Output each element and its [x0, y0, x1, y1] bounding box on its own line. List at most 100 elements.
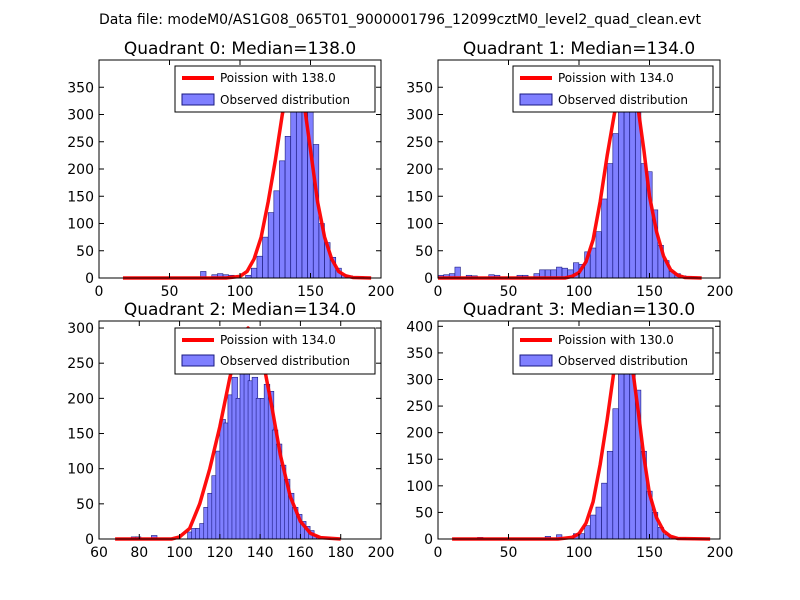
- y-tick-label: 0: [85, 532, 94, 548]
- histogram-bar: [589, 514, 597, 540]
- histogram-bar: [612, 408, 619, 540]
- histogram-bar: [273, 190, 280, 279]
- y-tick-label: 0: [424, 532, 433, 548]
- x-tick-label: 200: [368, 545, 395, 561]
- histogram-bar: [640, 163, 647, 279]
- x-tick-label: 180: [327, 545, 354, 561]
- histogram-bar: [290, 97, 297, 279]
- y-tick-label: 200: [67, 162, 94, 178]
- y-tick-label: 50: [415, 505, 433, 521]
- legend-bar-swatch: [181, 93, 215, 106]
- x-tick-label: 100: [227, 284, 254, 300]
- y-tick-label: 200: [406, 426, 433, 442]
- y-tick-label: 250: [406, 135, 433, 151]
- x-tick-label: 200: [368, 284, 395, 300]
- y-tick-label: 200: [67, 391, 94, 407]
- panel-quadrant-1: Quadrant 1: Median=134.0 0 50 100 150 200 0 50…: [406, 39, 733, 300]
- histogram-bar: [284, 136, 291, 279]
- legend-quadrant-1: Poission with 134.0 Observed distributio…: [512, 65, 714, 113]
- y-tick-label: 300: [67, 321, 94, 337]
- y-tick-label: 300: [67, 108, 94, 124]
- histogram-bar: [612, 133, 619, 279]
- histogram-bar: [262, 236, 269, 279]
- y-tick-label: 250: [67, 135, 94, 151]
- y-tick-label: 250: [67, 356, 94, 372]
- y-tick-label: 300: [406, 108, 433, 124]
- y-tick-label: 400: [406, 319, 433, 335]
- x-tick-label: 60: [90, 545, 108, 561]
- panel-title-quadrant-1: Quadrant 1: Median=134.0: [463, 39, 695, 59]
- y-tick-label: 100: [67, 217, 94, 233]
- histogram-bar: [584, 525, 591, 540]
- y-tick-label: 300: [406, 372, 433, 388]
- legend-quadrant-0: Poission with 138.0 Observed distributio…: [174, 65, 376, 113]
- y-tick-label: 250: [406, 399, 433, 415]
- legend-poisson-label: Poission with 138.0: [220, 71, 336, 85]
- histogram-bar: [606, 450, 614, 540]
- histogram-bar: [601, 482, 608, 540]
- y-tick-label: 50: [76, 497, 94, 513]
- x-tick-label: 140: [247, 545, 274, 561]
- x-tick-label: 100: [566, 284, 593, 300]
- histogram-bar: [595, 231, 602, 279]
- histogram-bar: [606, 163, 614, 279]
- y-tick-label: 50: [415, 244, 433, 260]
- y-tick-label: 150: [67, 427, 94, 443]
- histogram-bar: [279, 160, 286, 279]
- x-tick-label: 100: [166, 545, 193, 561]
- y-tick-label: 100: [406, 217, 433, 233]
- legend-observed-label: Observed distribution: [220, 93, 350, 107]
- legend-observed-label: Observed distribution: [558, 354, 688, 368]
- histogram-bar: [589, 247, 597, 279]
- legend-bar-swatch: [181, 354, 215, 367]
- panel-title-quadrant-0: Quadrant 0: Median=138.0: [124, 39, 356, 59]
- x-tick-label: 200: [707, 545, 734, 561]
- x-tick-label: 0: [434, 284, 443, 300]
- plot-area-quadrant-3: 0 50 100 150 200 0 50 100 150 200 250 300 350 400: [406, 319, 733, 561]
- y-tick-label: 350: [406, 346, 433, 362]
- x-tick-label: 160: [287, 545, 314, 561]
- x-tick-label: 150: [636, 545, 663, 561]
- y-tick-label: 50: [76, 244, 94, 260]
- panel-quadrant-2: Quadrant 2: Median=134.0 60 80 100 120 140 16…: [67, 300, 394, 561]
- legend-poisson-label: Poission with 134.0: [220, 333, 336, 347]
- x-tick-label: 0: [95, 284, 104, 300]
- histogram-bar: [623, 84, 630, 279]
- x-tick-label: 0: [434, 545, 443, 561]
- x-tick-label: 100: [566, 545, 593, 561]
- y-tick-label: 100: [406, 479, 433, 495]
- y-tick-label: 0: [85, 271, 94, 287]
- legend-quadrant-2: Poission with 134.0 Observed distributio…: [174, 327, 376, 375]
- histogram-bar: [601, 198, 608, 279]
- y-tick-label: 200: [406, 162, 433, 178]
- legend-poisson-label: Poission with 134.0: [558, 71, 674, 85]
- y-tick-label: 150: [406, 452, 433, 468]
- panel-title-quadrant-2: Quadrant 2: Median=134.0: [124, 300, 356, 320]
- legend-bar-swatch: [519, 93, 553, 106]
- x-tick-label: 200: [707, 284, 734, 300]
- x-tick-label: 50: [500, 545, 518, 561]
- histogram-bar: [595, 506, 602, 540]
- x-tick-label: 120: [206, 545, 233, 561]
- histogram-bar: [618, 100, 625, 279]
- histogram-bar: [629, 86, 636, 279]
- legend-bar-swatch: [519, 354, 553, 367]
- legend-quadrant-3: Poission with 130.0 Observed distributio…: [512, 327, 714, 375]
- panel-quadrant-0: Quadrant 0: Median=138.0 0 50 100 150 200 0 50…: [67, 39, 394, 300]
- figure-suptitle: Data file: modeM0/AS1G08_065T01_90000017…: [99, 12, 701, 28]
- x-tick-label: 50: [500, 284, 518, 300]
- legend-observed-label: Observed distribution: [220, 354, 350, 368]
- panel-title-quadrant-3: Quadrant 3: Median=130.0: [463, 300, 695, 320]
- x-tick-label: 50: [161, 284, 179, 300]
- histogram-bar: [618, 363, 625, 540]
- histogram-bar: [256, 255, 263, 279]
- y-tick-label: 0: [424, 271, 433, 287]
- histogram-bar: [250, 267, 258, 279]
- y-tick-label: 350: [406, 80, 433, 96]
- legend-observed-label: Observed distribution: [558, 93, 688, 107]
- y-tick-label: 150: [406, 189, 433, 205]
- legend-poisson-label: Poission with 130.0: [558, 333, 674, 347]
- x-tick-label: 150: [297, 284, 324, 300]
- panel-quadrant-3: Quadrant 3: Median=130.0 0 50 100 150 200 0 50…: [406, 300, 733, 561]
- axes-frame: [98, 320, 382, 540]
